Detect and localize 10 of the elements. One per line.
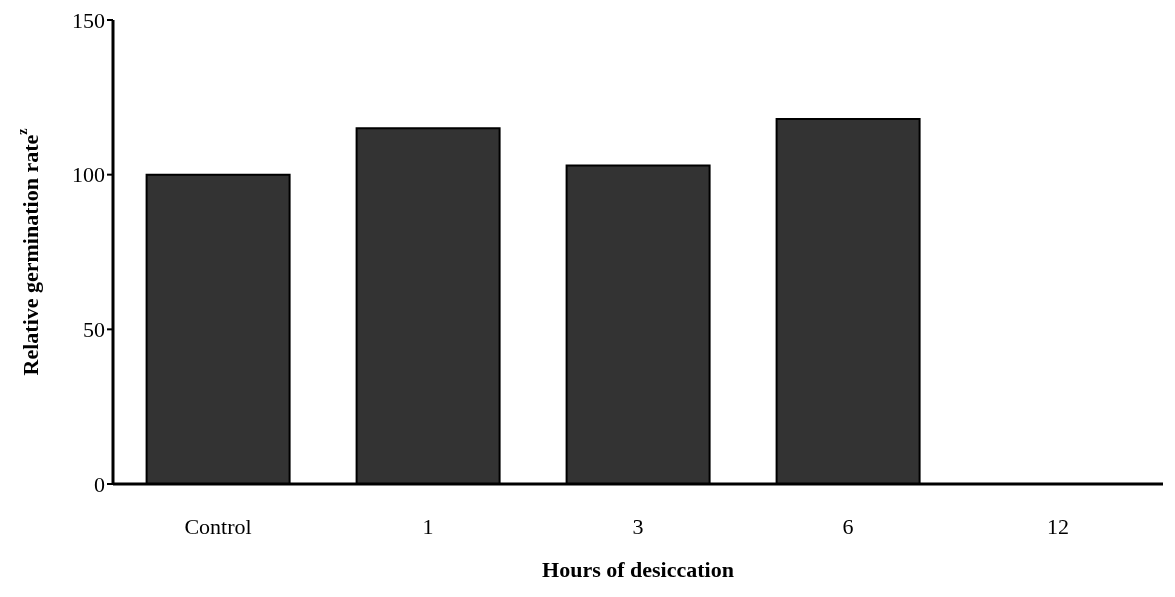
x-tick-label: 1	[422, 513, 434, 539]
x-tick-label: 6	[842, 513, 854, 539]
x-tick-label: Control	[184, 513, 252, 539]
x-tick-label: 12	[1047, 513, 1069, 539]
y-tick-label: 100	[72, 162, 105, 188]
y-tick-label: 0	[94, 471, 105, 497]
x-tick-label: 3	[632, 513, 644, 539]
x-axis-title: Hours of desiccation	[542, 556, 734, 582]
y-tick-label: 50	[83, 317, 105, 343]
y-tick-label: 150	[72, 7, 105, 33]
